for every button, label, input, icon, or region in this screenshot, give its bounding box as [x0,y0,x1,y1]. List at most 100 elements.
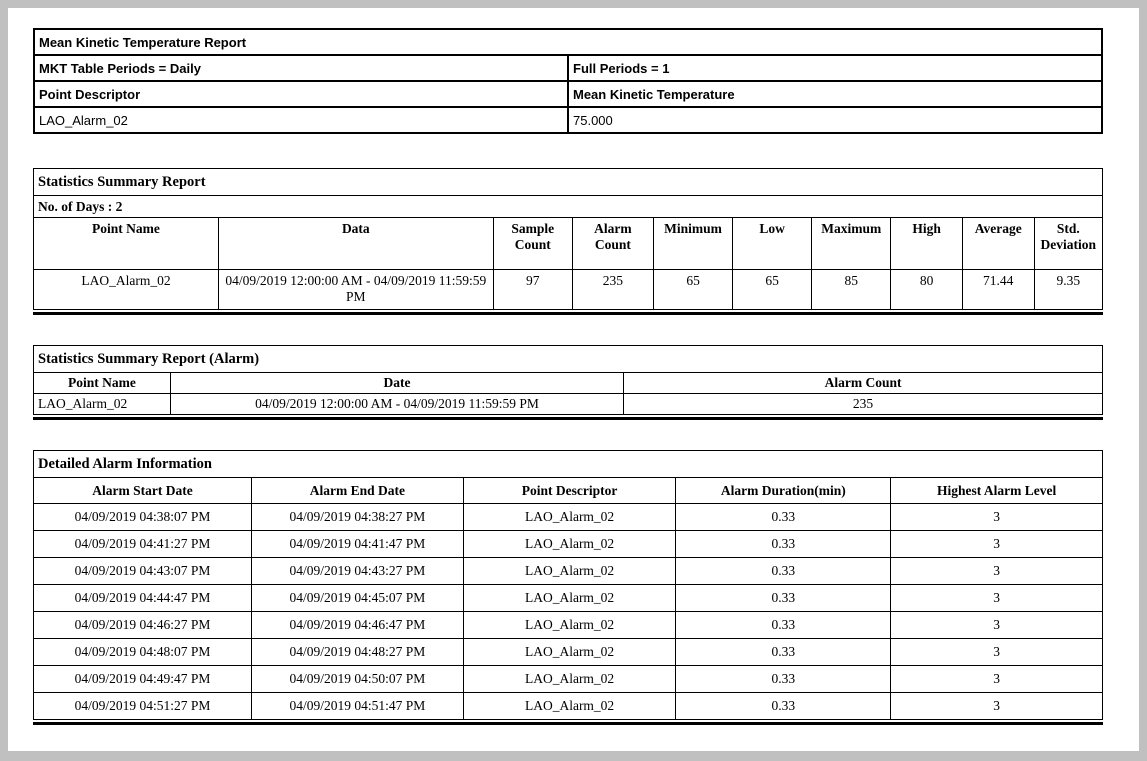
cell-data-range: 04/09/2019 12:00:00 AM - 04/09/2019 11:5… [217,269,494,310]
report-page: Mean Kinetic Temperature Report MKT Tabl… [8,8,1139,751]
cell-start: 04/09/2019 04:43:07 PM [32,557,253,585]
cell-level: 3 [890,557,1103,585]
mkt-periods-row: MKT Table Periods = Daily Full Periods =… [33,54,1103,82]
stats-summary-table: Statistics Summary Report No. of Days : … [33,168,1104,310]
detailed-alarm-title: Detailed Alarm Information [33,450,1103,478]
cell-low: 65 [732,269,813,310]
cell-descriptor: LAO_Alarm_02 [462,503,677,531]
cell-descriptor: LAO_Alarm_02 [462,638,677,666]
alarm-row: 04/09/2019 04:44:47 PM 04/09/2019 04:45:… [32,584,1103,612]
stats-summary-alarm-section: Statistics Summary Report (Alarm) Point … [33,345,1103,420]
cell-level: 3 [890,665,1103,693]
cell-end: 04/09/2019 04:48:27 PM [251,638,464,666]
full-periods: Full Periods = 1 [567,54,1103,82]
mkt-label: Mean Kinetic Temperature [567,80,1103,108]
stats-summary-title-row: Statistics Summary Report [33,168,1103,196]
cell-level: 3 [890,638,1103,666]
mkt-labels-row: Point Descriptor Mean Kinetic Temperatur… [33,80,1103,108]
cell-alarm-date: 04/09/2019 12:00:00 AM - 04/09/2019 11:5… [169,393,625,415]
cell-sample-count: 97 [492,269,573,310]
cell-start: 04/09/2019 04:38:07 PM [32,503,253,531]
mkt-point-name: LAO_Alarm_02 [33,106,569,134]
col-sample-count: Sample Count [492,217,573,270]
cell-level: 3 [890,584,1103,612]
cell-minimum: 65 [653,269,734,310]
col-alarm-count: Alarm Count [571,217,655,270]
days-count: No. of Days : 2 [33,195,1103,218]
cell-alarm-point-name: LAO_Alarm_02 [33,393,171,415]
alarm-row: 04/09/2019 04:38:07 PM 04/09/2019 04:38:… [32,503,1103,531]
cell-descriptor: LAO_Alarm_02 [462,557,677,585]
mkt-value: 75.000 [567,106,1103,134]
cell-duration: 0.33 [675,611,892,639]
cell-start: 04/09/2019 04:44:47 PM [32,584,253,612]
mkt-values-row: LAO_Alarm_02 75.000 [33,106,1103,134]
cell-end: 04/09/2019 04:46:47 PM [251,611,464,639]
cell-descriptor: LAO_Alarm_02 [462,665,677,693]
point-descriptor-label: Point Descriptor [33,80,569,108]
cell-level: 3 [890,611,1103,639]
col-alarm-date: Date [169,372,625,394]
col-point-descriptor: Point Descriptor [462,477,677,504]
mkt-title-row: Mean Kinetic Temperature Report [33,28,1103,56]
mkt-table-periods: MKT Table Periods = Daily [33,54,569,82]
col-alarm-duration: Alarm Duration(min) [675,477,892,504]
col-minimum: Minimum [653,217,734,270]
detailed-alarm-header-row: Alarm Start Date Alarm End Date Point De… [32,477,1103,504]
cell-maximum: 85 [811,269,892,310]
alarm-row: 04/09/2019 04:41:27 PM 04/09/2019 04:41:… [32,530,1103,558]
col-alarm-start: Alarm Start Date [32,477,253,504]
cell-end: 04/09/2019 04:43:27 PM [251,557,464,585]
alarm-row: 04/09/2019 04:51:27 PM 04/09/2019 04:51:… [32,692,1103,720]
cell-point-name: LAO_Alarm_02 [33,269,219,310]
cell-alarm-count: 235 [571,269,655,310]
col-alarm-end: Alarm End Date [251,477,464,504]
stats-summary-alarm-table: Statistics Summary Report (Alarm) Point … [33,345,1103,415]
detailed-alarm-section: Detailed Alarm Information Alarm Start D… [32,450,1103,725]
days-row: No. of Days : 2 [33,195,1103,218]
cell-duration: 0.33 [675,503,892,531]
detailed-alarm-table: Detailed Alarm Information Alarm Start D… [32,450,1103,720]
col-data: Data [217,217,494,270]
detailed-alarm-title-row: Detailed Alarm Information [33,450,1103,478]
cell-start: 04/09/2019 04:48:07 PM [32,638,253,666]
mkt-report-title: Mean Kinetic Temperature Report [33,28,1103,56]
col-average: Average [961,217,1035,270]
cell-descriptor: LAO_Alarm_02 [462,530,677,558]
alarm-row: 04/09/2019 04:48:07 PM 04/09/2019 04:48:… [32,638,1103,666]
col-highest-level: Highest Alarm Level [890,477,1103,504]
stats-summary-section: Statistics Summary Report No. of Days : … [33,168,1104,315]
cell-level: 3 [890,530,1103,558]
col-low: Low [732,217,813,270]
cell-level: 3 [890,692,1103,720]
col-maximum: Maximum [811,217,892,270]
col-alarm-count2: Alarm Count [623,372,1103,394]
stats-summary-data-row: LAO_Alarm_02 04/09/2019 12:00:00 AM - 04… [33,269,1104,310]
cell-duration: 0.33 [675,557,892,585]
cell-start: 04/09/2019 04:49:47 PM [32,665,253,693]
cell-duration: 0.33 [675,665,892,693]
cell-duration: 0.33 [675,638,892,666]
cell-descriptor: LAO_Alarm_02 [462,611,677,639]
col-high: High [890,217,963,270]
alarm-summary-data-row: LAO_Alarm_02 04/09/2019 12:00:00 AM - 04… [33,393,1103,415]
col-point-name: Point Name [33,217,219,270]
cell-end: 04/09/2019 04:51:47 PM [251,692,464,720]
alarm-row: 04/09/2019 04:46:27 PM 04/09/2019 04:46:… [32,611,1103,639]
cell-level: 3 [890,503,1103,531]
cell-end: 04/09/2019 04:50:07 PM [251,665,464,693]
cell-end: 04/09/2019 04:41:47 PM [251,530,464,558]
cell-average: 71.44 [961,269,1035,310]
stats-summary-header-row: Point Name Data Sample Count Alarm Count… [33,217,1104,270]
cell-std-deviation: 9.35 [1033,269,1104,310]
cell-alarm-count2: 235 [623,393,1103,415]
col-std-deviation: Std. Deviation [1033,217,1104,270]
mkt-report-table: Mean Kinetic Temperature Report MKT Tabl… [33,28,1103,134]
cell-duration: 0.33 [675,584,892,612]
stats-summary-title: Statistics Summary Report [33,168,1103,196]
cell-end: 04/09/2019 04:38:27 PM [251,503,464,531]
alarm-summary-header-row: Point Name Date Alarm Count [33,372,1103,394]
alarm-row: 04/09/2019 04:43:07 PM 04/09/2019 04:43:… [32,557,1103,585]
cell-start: 04/09/2019 04:51:27 PM [32,692,253,720]
cell-start: 04/09/2019 04:46:27 PM [32,611,253,639]
